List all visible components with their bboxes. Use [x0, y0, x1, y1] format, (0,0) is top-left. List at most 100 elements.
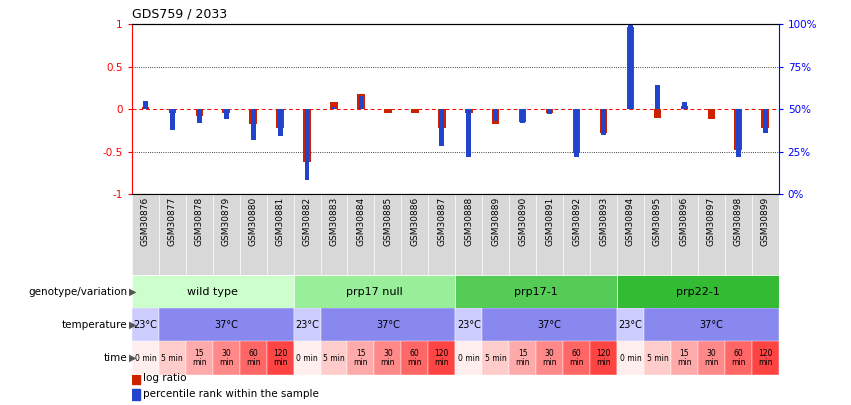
Text: 60
min: 60 min [246, 349, 260, 367]
Text: 5 min: 5 min [323, 354, 345, 362]
Bar [655, 85, 660, 109]
Text: 5 min: 5 min [162, 354, 183, 362]
Bar [617, 308, 644, 341]
Text: GSM30890: GSM30890 [518, 196, 527, 246]
Bar [428, 341, 455, 375]
Bar [681, 106, 688, 109]
Bar [321, 341, 347, 375]
Text: GSM30884: GSM30884 [357, 196, 365, 245]
Bar [347, 341, 374, 375]
Text: 37°C: 37°C [700, 320, 723, 330]
Bar [249, 109, 257, 124]
Bar [132, 372, 140, 384]
Text: ▶: ▶ [129, 353, 137, 363]
Text: prp22-1: prp22-1 [676, 287, 720, 296]
Bar [294, 308, 321, 341]
Text: GSM30888: GSM30888 [465, 196, 473, 246]
Bar [332, 107, 336, 109]
Text: 15
min: 15 min [354, 349, 368, 367]
Text: 37°C: 37°C [214, 320, 238, 330]
Bar [455, 308, 483, 341]
Bar [466, 109, 471, 157]
Text: GSM30882: GSM30882 [303, 196, 311, 245]
Text: GSM30885: GSM30885 [384, 196, 392, 246]
Bar [736, 109, 740, 157]
Bar [590, 341, 617, 375]
Text: 30
min: 30 min [704, 349, 718, 367]
Bar [492, 109, 500, 124]
Bar [545, 109, 553, 113]
Bar [168, 109, 176, 113]
Bar [626, 27, 634, 109]
Bar [374, 341, 402, 375]
Bar [465, 109, 472, 113]
Bar [266, 341, 294, 375]
Bar [573, 109, 580, 153]
Text: GSM30894: GSM30894 [626, 196, 635, 245]
Text: 120
min: 120 min [273, 349, 288, 367]
Bar [240, 341, 266, 375]
Text: 120
min: 120 min [435, 349, 449, 367]
Bar [170, 109, 174, 130]
Text: GSM30889: GSM30889 [491, 196, 500, 246]
Text: GSM30895: GSM30895 [653, 196, 662, 246]
Bar [132, 341, 159, 375]
Text: wild type: wild type [187, 287, 238, 296]
Bar [222, 109, 230, 113]
Bar [628, 24, 633, 109]
Bar [671, 341, 698, 375]
Text: ▶: ▶ [129, 320, 137, 330]
Bar [438, 109, 446, 128]
Text: GSM30878: GSM30878 [195, 196, 203, 246]
Bar [143, 101, 148, 109]
Bar [617, 275, 779, 308]
Bar [734, 109, 742, 150]
Text: GSM30893: GSM30893 [599, 196, 608, 246]
Bar [644, 341, 671, 375]
Text: temperature: temperature [62, 320, 128, 330]
Bar [141, 107, 149, 109]
Bar [305, 109, 310, 180]
Bar [654, 109, 661, 117]
Text: 23°C: 23°C [619, 320, 643, 330]
Text: 0 min: 0 min [458, 354, 480, 362]
Bar [277, 109, 283, 136]
Bar [411, 109, 419, 113]
Text: 30
min: 30 min [219, 349, 233, 367]
Bar [751, 341, 779, 375]
Bar [439, 109, 444, 147]
Bar [762, 109, 769, 128]
Bar [563, 341, 590, 375]
Text: 0 min: 0 min [134, 354, 157, 362]
Text: 60
min: 60 min [731, 349, 745, 367]
Bar [277, 109, 284, 128]
Bar [483, 341, 509, 375]
Bar [600, 109, 608, 133]
Bar [196, 109, 203, 116]
Text: 120
min: 120 min [597, 349, 611, 367]
Text: GSM30892: GSM30892 [572, 196, 581, 245]
Text: GSM30881: GSM30881 [276, 196, 284, 246]
Bar [384, 109, 391, 113]
Text: prp17 null: prp17 null [346, 287, 403, 296]
Text: 0 min: 0 min [296, 354, 318, 362]
Text: 30
min: 30 min [380, 349, 395, 367]
Bar [509, 341, 536, 375]
Bar [644, 308, 779, 341]
Text: 5 min: 5 min [647, 354, 668, 362]
Text: GSM30880: GSM30880 [248, 196, 258, 246]
Bar [698, 341, 725, 375]
Bar [707, 109, 715, 119]
Text: GSM30891: GSM30891 [545, 196, 554, 246]
Bar [494, 109, 498, 121]
Bar [402, 341, 428, 375]
Bar [601, 109, 606, 134]
Bar [132, 275, 294, 308]
Text: GSM30898: GSM30898 [734, 196, 743, 246]
Text: 15
min: 15 min [516, 349, 530, 367]
Bar [159, 341, 186, 375]
Text: prp17-1: prp17-1 [514, 287, 558, 296]
Bar [303, 109, 311, 162]
Bar [455, 275, 617, 308]
Bar [725, 341, 751, 375]
